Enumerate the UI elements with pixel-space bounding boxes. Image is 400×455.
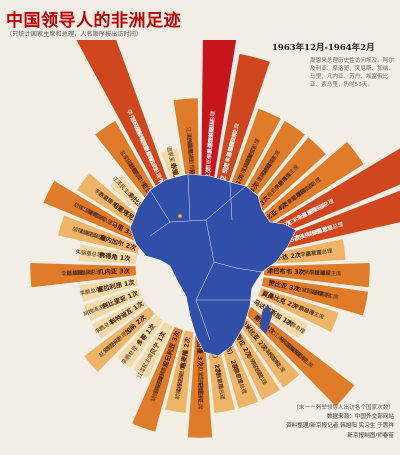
segment-count: 津巴布韦 3次 <box>267 266 306 277</box>
segment-leader-label: 李鹏总理 <box>309 268 331 277</box>
segment-leader-label: 周恩来总理 <box>74 268 102 277</box>
segment-bar <box>83 306 156 373</box>
segment-bar <box>29 262 137 289</box>
segment-leader-label: 李鹏总理 <box>205 137 215 160</box>
segment-bar <box>257 287 340 333</box>
segment-leader-label: 周恩来总理 <box>186 143 196 171</box>
segment-bar <box>261 276 369 317</box>
segment-leader-label: 江泽民主席 <box>197 375 205 403</box>
segment-leader-label: 李鹏总理 <box>214 367 226 390</box>
segment-bar <box>91 297 149 340</box>
segment-leader-label: 江泽民主席 <box>314 268 342 277</box>
credits-editor: 资料整理/新京报记者 韩旭阳 实习生 于惠祥 <box>286 423 394 430</box>
africa-borders <box>149 173 263 341</box>
segment-count: 几内亚 3次 <box>98 266 131 276</box>
segment-bar <box>77 243 138 265</box>
africa-center-dot <box>178 214 182 218</box>
segment-leader-label: 赵紫阳总理 <box>66 268 94 277</box>
credits: （末一一列举领导人出访各个国家次数） 数据来源：中国外交部网站 资料整理/新京报… <box>262 404 394 441</box>
segment-bar <box>83 287 143 323</box>
note-date: 1963年12月-1964年2月 <box>272 43 375 53</box>
credits-source: 数据来源：中国外交部网站 <box>326 414 394 421</box>
note-text: 周恩来总理历史性访问埃及、阿尔及利亚、摩洛哥、突尼斯、加纳、马里、几内亚、苏丹、… <box>310 58 394 88</box>
segment-leader-label: 朱镕基总理 <box>207 110 217 138</box>
segment-leader-label: 江泽民主席 <box>185 127 195 155</box>
page-title: 中国领导人的非洲足迹 <box>6 11 181 31</box>
segment-leader-label: 温家宝总理 <box>305 247 333 258</box>
segment-leader-label: 李鹏总理 <box>300 248 323 259</box>
segment-leader-label: 周恩来总理 <box>204 142 214 170</box>
segment-leader-label: 赵紫阳总理 <box>298 268 326 277</box>
segment-leader-label: 赵紫阳总理 <box>197 367 205 395</box>
segment-leader-label: 杨尚昆主席 <box>206 118 216 146</box>
madagascar-map <box>260 304 272 334</box>
segment-bar <box>164 329 195 414</box>
segment-leader-label: 赵紫阳总理 <box>185 135 195 163</box>
credits-design: 新京报制图/师春苗 <box>347 432 394 439</box>
segment-leader-label: 胡锦涛主席 <box>197 383 205 411</box>
segment-leader-label: 李先念主席 <box>205 126 215 154</box>
segment-leader-label: 李鹏总理 <box>61 268 83 277</box>
segment-bar <box>132 321 174 379</box>
segment-bar <box>116 314 164 369</box>
segment-bar <box>57 214 141 255</box>
credits-note: （末一一列举领导人出访各个国家次数） <box>293 405 394 411</box>
segment-leader-label: 朱镕基总理 <box>75 248 103 259</box>
segment-bar <box>131 326 184 433</box>
segment-count: 加蓬 3次 <box>196 340 205 367</box>
page-subtitle: （只统计国家主席和总理，人名顺序按出访时间） <box>6 31 143 38</box>
segment-bar <box>78 276 139 303</box>
